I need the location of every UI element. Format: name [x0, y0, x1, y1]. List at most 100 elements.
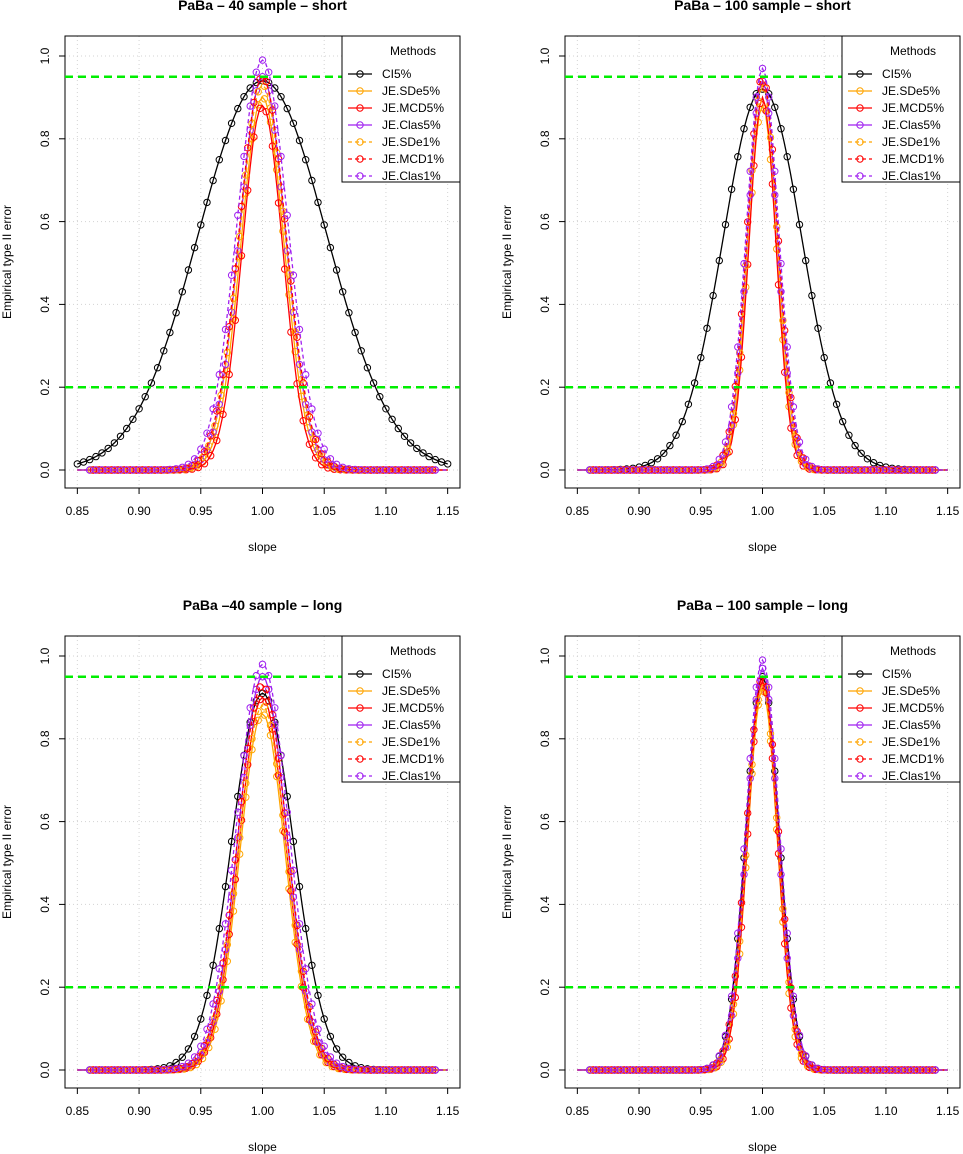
data-point	[805, 462, 814, 470]
data-point	[227, 837, 236, 846]
legend-box	[841, 635, 961, 783]
data-point	[703, 465, 711, 473]
data-point	[744, 218, 752, 226]
data-point	[242, 793, 250, 801]
data-point	[271, 102, 279, 110]
data-point	[254, 88, 262, 96]
data-point	[388, 415, 396, 423]
data-point	[283, 211, 291, 220]
data-point	[795, 1043, 804, 1052]
data-point	[332, 266, 341, 274]
data-point	[302, 156, 310, 164]
y-tick-label: 0.6	[538, 213, 552, 230]
data-point	[326, 455, 335, 463]
data-point	[104, 444, 112, 453]
data-point	[256, 695, 264, 704]
data-point	[339, 288, 347, 296]
data-point	[237, 252, 246, 260]
data-point	[277, 751, 285, 760]
data-point	[227, 271, 236, 279]
legend: Methods CI5% JE.SDe5% JE.MCD5% JE.Clas5% JE.S…	[341, 635, 461, 783]
data-point	[262, 77, 270, 86]
data-point	[203, 1025, 211, 1033]
data-point	[285, 270, 293, 278]
chart-title: PaBa – 100 sample – long	[677, 597, 848, 613]
data-point	[236, 834, 244, 842]
data-point	[326, 1032, 335, 1041]
data-point	[795, 220, 804, 229]
data-point	[254, 716, 262, 724]
data-point	[752, 683, 760, 691]
data-point	[929, 466, 937, 474]
legend-entry-label: JE.Clas5%	[382, 118, 441, 132]
legend-swatch-marker	[856, 755, 864, 763]
data-point	[795, 1031, 804, 1040]
data-point	[766, 730, 775, 738]
data-point	[314, 429, 322, 437]
data-point	[207, 1033, 215, 1042]
data-point	[271, 84, 279, 92]
legend-swatch-marker	[356, 738, 364, 746]
data-point	[86, 455, 94, 464]
data-point	[857, 449, 865, 457]
x-tick-label: 1.05	[313, 1104, 337, 1118]
data-point	[190, 1053, 199, 1061]
y-tick-label: 1.0	[38, 47, 52, 64]
legend-entry-label: JE.MCD5%	[882, 101, 944, 115]
legend-swatch-marker	[856, 104, 864, 112]
x-tick-label: 1.00	[751, 504, 775, 518]
legend-title: Methods	[390, 44, 436, 58]
data-point	[283, 808, 291, 816]
data-point	[291, 328, 299, 336]
data-point	[731, 993, 739, 1002]
x-tick-label: 1.00	[251, 1104, 275, 1118]
x-axis-label: slope	[748, 1140, 777, 1154]
data-point	[863, 455, 872, 463]
plot-area	[65, 56, 460, 474]
data-point	[762, 683, 770, 691]
legend-entry-label: JE.MCD5%	[882, 701, 944, 715]
data-point	[703, 1064, 711, 1073]
data-point	[203, 991, 211, 1000]
legend: Methods CI5% JE.SDe5% JE.MCD5% JE.Clas5% JE.S…	[341, 35, 461, 183]
x-tick-label: 1.10	[374, 1104, 398, 1118]
data-point	[332, 460, 341, 468]
data-point	[326, 1053, 335, 1061]
data-point	[209, 176, 217, 185]
data-point	[184, 460, 193, 468]
data-point	[234, 792, 242, 801]
y-tick-label: 0.8	[38, 130, 52, 147]
legend-entry-label: JE.SDe1%	[882, 135, 940, 149]
x-tick-label: 0.95	[689, 1104, 713, 1118]
data-point	[221, 920, 230, 928]
chart-title: PaBa – 100 sample – short	[674, 0, 851, 13]
data-point	[808, 291, 816, 300]
data-point	[295, 136, 304, 145]
data-point	[221, 136, 230, 145]
data-point	[783, 153, 791, 161]
chart-title: PaBa – 40 sample – short	[178, 0, 347, 13]
data-point	[166, 328, 174, 337]
data-point	[802, 1052, 810, 1060]
data-point	[707, 464, 715, 473]
data-point	[207, 432, 215, 440]
data-point	[215, 924, 224, 933]
data-point	[256, 104, 264, 113]
data-point	[709, 462, 717, 471]
chart-panel-3: PaBa –40 sample – long 0.85 0.90 0.95 1.00 1.…	[0, 597, 461, 1154]
data-point	[839, 417, 847, 426]
data-point	[820, 353, 828, 362]
legend-swatch-marker	[356, 70, 364, 78]
data-point	[781, 915, 789, 923]
data-point	[207, 452, 215, 460]
data-point	[771, 754, 779, 763]
data-point	[779, 905, 787, 913]
data-point	[184, 1045, 193, 1053]
legend: Methods CI5% JE.SDe5% JE.MCD5% JE.Clas5% JE.S…	[841, 635, 961, 783]
data-point	[303, 411, 312, 419]
data-point	[234, 104, 242, 113]
data-point	[814, 324, 822, 332]
data-point	[314, 198, 322, 207]
data-point	[715, 1052, 723, 1060]
